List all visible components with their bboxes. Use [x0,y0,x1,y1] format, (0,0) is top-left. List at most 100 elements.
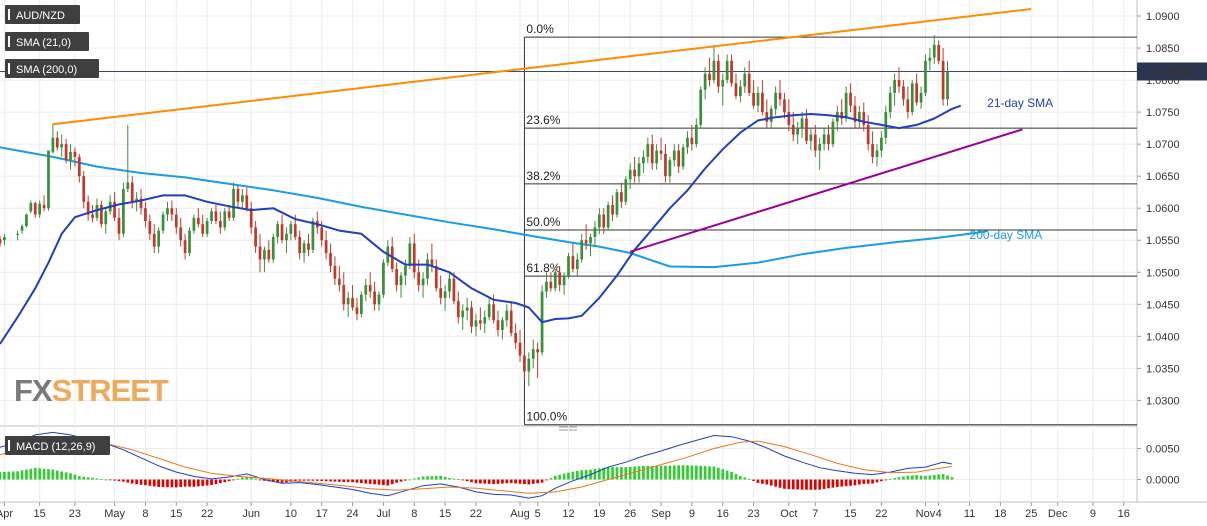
candle-body [152,233,156,247]
candle-body [227,211,231,218]
candle-body [827,134,830,145]
macd-histogram-bar [245,476,249,480]
time-tick-label: 7 [812,508,818,520]
legend-symbol-marker [8,9,10,20]
candle-body [342,285,346,305]
macd-histogram-bar [135,479,138,485]
time-tick-label: 15 [170,508,182,520]
macd-histogram-bar [130,479,134,484]
macd-tick-label: 0.0000 [1146,475,1180,487]
time-tick-label: 12 [562,508,574,520]
candle-body [620,192,623,202]
time-tick-label: 15 [844,508,856,520]
price-tick-label: 1.0600 [1146,203,1180,215]
candle-body [329,253,332,266]
macd-histogram-bar [787,479,791,490]
macd-histogram-bar [818,479,822,490]
macd-histogram-bar [910,475,914,480]
macd-histogram-bar [249,477,253,480]
macd-histogram-bar [703,466,707,480]
candle-body [677,150,681,167]
candle-body [628,169,632,180]
macd-histogram-bar [562,473,566,480]
macd-histogram-bar [60,471,64,480]
macd-histogram-bar [915,475,919,480]
macd-histogram-bar [906,475,910,480]
macd-histogram-bar [624,467,628,480]
legend-symbol-box [5,5,80,24]
candle-body [456,301,460,318]
macd-histogram-bar [743,477,747,480]
time-tick-label: 16 [717,508,729,520]
macd-histogram-bar [932,474,936,480]
candle-body [880,137,883,151]
candle-body [611,204,614,215]
current-price-label: 1.08134 [1153,67,1194,79]
candle-body [518,342,522,356]
candle-body [16,233,19,235]
candle-body [395,269,398,286]
legend-sma200-label: SMA (200,0) [16,64,77,76]
macd-histogram-bar [333,479,337,482]
candle-body [439,288,443,298]
macd-histogram-bar [857,479,861,485]
macd-histogram-bar [42,468,46,480]
candle-body [575,259,579,270]
macd-histogram-bar [152,479,156,487]
macd-histogram-bar [835,479,839,487]
macd-histogram-bar [928,475,932,480]
candle-body [210,211,213,222]
time-tick-label: 15 [439,508,451,520]
macd-histogram-bar [351,479,354,483]
candle-body [377,294,381,305]
svg-text:FXSTREET: FXSTREET [14,373,169,408]
macd-histogram-bar [232,479,235,481]
candle-body [218,221,222,228]
macd-histogram-bar [377,479,381,485]
candle-body [946,71,949,100]
candle-body [743,73,747,87]
price-tick-label: 1.0450 [1146,299,1180,311]
candle-body [642,156,645,164]
macd-histogram-bar [161,479,165,488]
candle-body [553,272,557,289]
macd-histogram-bar [664,465,667,480]
candle-body [593,227,597,238]
macd-histogram-bar [866,479,870,484]
macd-histogram-bar [853,479,857,486]
macd-histogram-bar [346,479,350,483]
fibonacci-level-label: 100.0% [526,410,567,424]
candle-body [778,92,782,100]
macd-histogram-bar [937,474,941,480]
time-tick-label: Aug [510,508,530,520]
macd-histogram-bar [25,469,28,480]
candle-body [580,240,584,260]
price-tick-label: 1.0900 [1146,11,1180,23]
macd-histogram-bar [201,479,205,486]
macd-histogram-bar [139,479,143,485]
macd-histogram-bar [148,479,152,486]
macd-histogram-bar [421,476,425,480]
candle-body [337,278,341,286]
candle-body [655,150,659,164]
candle-body [571,256,575,270]
candle-body [144,208,147,222]
macd-histogram-bar [597,468,601,480]
candle-body [157,230,161,247]
candle-body [703,73,707,90]
candle-body [765,112,769,122]
candle-body [633,169,636,177]
macd-histogram-bar [650,465,654,480]
candle-body [293,224,297,238]
macd-histogram-bar [82,476,86,480]
annotation-label: 21-day SMA [987,96,1053,110]
candle-body [752,92,755,106]
macd-histogram-bar [575,470,579,480]
macd-histogram-bar [241,477,244,480]
macd-histogram-bar [946,475,949,480]
candle-body [941,60,945,100]
macd-histogram-bar [690,465,694,480]
macd-histogram-bar [3,471,6,480]
candle-body [99,204,103,225]
macd-histogram-bar [214,479,218,485]
